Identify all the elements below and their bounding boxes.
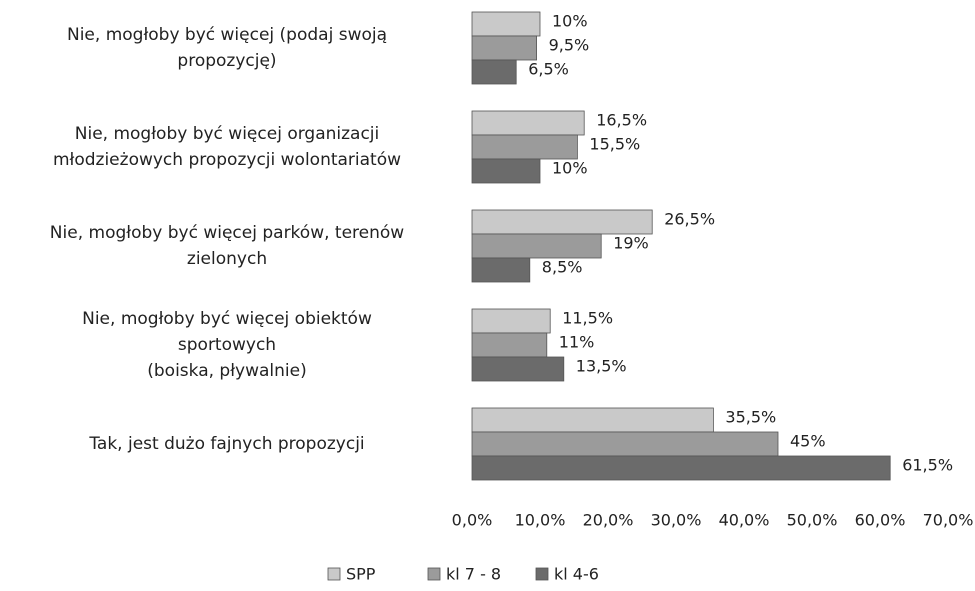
legend-swatch (535, 567, 549, 581)
legend-swatch (427, 567, 441, 581)
bar (471, 209, 653, 235)
x-tick-label: 70,0% (923, 511, 974, 530)
bar (471, 455, 891, 481)
x-tick-label: 20,0% (583, 511, 634, 530)
bar (471, 257, 531, 283)
x-tick-label: 10,0% (515, 511, 566, 530)
data-label: 45% (790, 432, 826, 451)
data-label: 10% (552, 159, 588, 178)
x-tick-label: 60,0% (855, 511, 906, 530)
legend-label: SPP (346, 565, 376, 584)
data-label: 13,5% (576, 357, 627, 376)
data-label: 10% (552, 12, 588, 31)
category-label: Nie, mogłoby być więcej obiektów sportow… (82, 309, 372, 381)
legend-swatch (327, 567, 341, 581)
x-tick-label: 30,0% (651, 511, 702, 530)
data-label: 15,5% (589, 135, 640, 154)
bar (471, 134, 578, 160)
bar (471, 407, 714, 433)
bar (471, 59, 517, 85)
category-label: Nie, mogłoby być więcej organizacji młod… (52, 124, 402, 170)
bar (471, 110, 585, 136)
legend-label: kl 4-6 (554, 565, 599, 584)
bar (471, 35, 537, 61)
data-label: 11% (559, 333, 595, 352)
bar (471, 11, 541, 37)
data-label: 26,5% (664, 210, 715, 229)
category-label: Tak, jest dużo fajnych propozycji (89, 434, 365, 454)
x-tick-label: 40,0% (719, 511, 770, 530)
bar (471, 233, 602, 259)
category-label: Nie, mogłoby być więcej parków, terenów … (49, 223, 405, 269)
bar (471, 308, 551, 334)
bar (471, 431, 779, 457)
x-tick-label: 50,0% (787, 511, 838, 530)
legend-label: kl 7 - 8 (446, 565, 501, 584)
data-label: 9,5% (549, 36, 590, 55)
bar (471, 158, 541, 184)
data-label: 35,5% (725, 408, 776, 427)
data-label: 6,5% (528, 60, 569, 79)
data-label: 11,5% (562, 309, 613, 328)
bar (471, 332, 548, 358)
x-tick-label: 0,0% (452, 511, 493, 530)
category-label: Nie, mogłoby być więcej (podaj swoją pro… (66, 25, 388, 71)
bar (471, 356, 565, 382)
data-label: 19% (613, 234, 649, 253)
data-label: 61,5% (902, 456, 953, 475)
data-label: 16,5% (596, 111, 647, 130)
data-label: 8,5% (542, 258, 583, 277)
